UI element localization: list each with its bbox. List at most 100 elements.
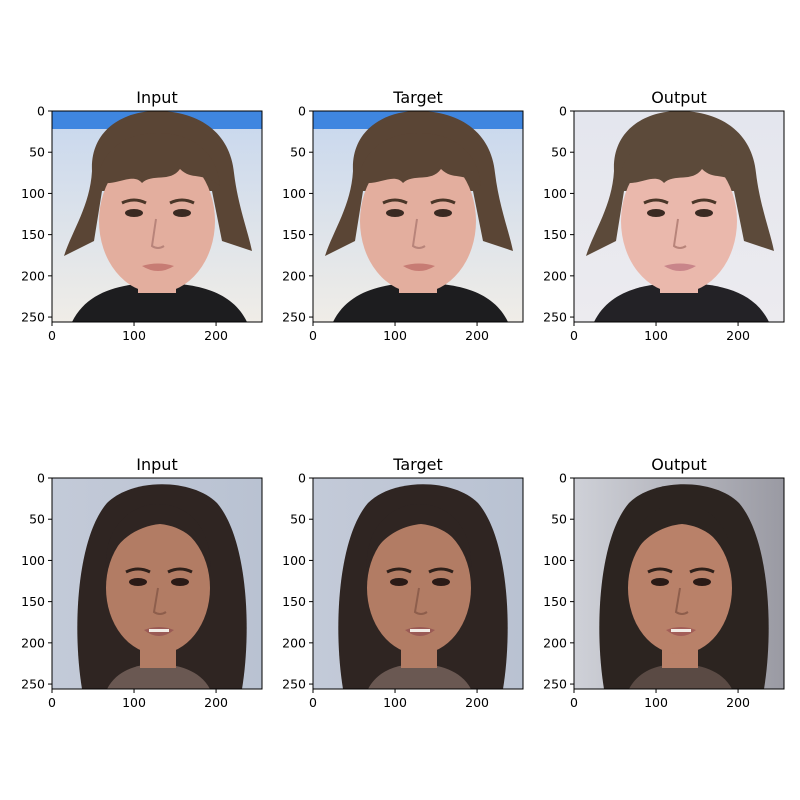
y-tick-label: 200 [543,268,567,283]
x-tick-label: 200 [465,328,489,343]
y-tick-label: 200 [282,268,306,283]
right-eyebrow [430,198,456,205]
x-tick-label: 200 [204,328,228,343]
x-tick-label: 200 [465,695,489,710]
portrait-image [52,111,262,322]
left-eyebrow [386,567,412,574]
y-tick-label: 50 [29,512,45,527]
nose [152,587,167,615]
left-eye [647,209,665,217]
y-tick-label: 150 [543,227,567,242]
subplot-title: Target [392,88,443,107]
hair-front [366,504,472,568]
left-eye [390,578,408,586]
portrait-image [574,111,784,322]
y-tick-label: 50 [290,145,306,160]
shirt [333,283,508,322]
y-tick-label: 150 [21,594,45,609]
left-eyebrow [643,198,669,205]
x-tick-label: 0 [48,328,56,343]
right-eyebrow [169,198,195,205]
y-tick-label: 200 [282,635,306,650]
axes-frame [51,477,263,690]
shirt [72,283,247,322]
hair-front [105,504,211,568]
y-tick-label: 100 [543,186,567,201]
left-eyebrow [647,567,673,574]
shirt [594,283,769,322]
y-tick-label: 150 [282,594,306,609]
x-tick-label: 0 [309,695,317,710]
left-eyebrow [382,198,408,205]
right-eye [171,578,189,586]
y-tick-label: 200 [543,635,567,650]
teeth [671,629,691,632]
y-tick-label: 100 [543,553,567,568]
y-tick-label: 250 [21,677,45,692]
x-tick-label: 0 [570,328,578,343]
right-eyebrow [689,567,715,574]
fringe [358,133,481,186]
subplot-input: Input 0 100 200 0 50 100 150 200 250 [21,88,263,343]
right-eyebrow [691,198,717,205]
x-tick-label: 0 [309,328,317,343]
fringe [619,133,742,186]
x-tick-label: 100 [383,328,407,343]
subplot-title: Input [136,455,177,474]
y-tick-label: 0 [559,471,567,486]
right-eye [432,578,450,586]
subplot-title: Output [651,88,707,107]
teeth [410,629,430,632]
x-tick-label: 0 [570,695,578,710]
portrait-image [313,111,523,322]
subplot-title: Input [136,88,177,107]
y-tick-label: 150 [543,594,567,609]
left-eye [125,209,143,217]
right-eye [695,209,713,217]
y-tick-label: 150 [21,227,45,242]
subplot-target: Target 0 100 200 0 50 100 150 200 250 [282,455,524,710]
y-tick-label: 0 [559,104,567,119]
axes-frame [312,110,524,323]
nose [672,218,687,249]
y-tick-label: 250 [543,310,567,325]
x-tick-label: 100 [383,695,407,710]
portrait-image [313,478,523,689]
right-eyebrow [428,567,454,574]
subplot-input: Input 0 100 200 0 50 100 150 200 250 [21,455,263,710]
face [621,149,737,293]
portrait-image [52,478,262,689]
y-tick-label: 200 [21,635,45,650]
x-tick-label: 100 [644,328,668,343]
mouth [142,263,174,271]
x-tick-label: 0 [48,695,56,710]
hair-front [627,504,733,568]
mouth [403,263,435,271]
right-eye [434,209,452,217]
subplot-title: Target [392,455,443,474]
y-tick-label: 250 [543,677,567,692]
top [368,664,471,689]
nose [674,587,689,615]
teeth [149,629,169,632]
mouth [664,263,696,271]
y-tick-label: 250 [21,310,45,325]
portrait-image [574,478,784,689]
y-tick-label: 0 [37,104,45,119]
subplot-target: Target 0 100 200 0 50 100 150 200 250 [282,88,524,343]
y-tick-label: 200 [21,268,45,283]
y-tick-label: 100 [21,553,45,568]
y-tick-label: 0 [298,104,306,119]
left-eyebrow [121,198,147,205]
top [107,664,210,689]
y-tick-label: 100 [282,553,306,568]
x-tick-label: 100 [644,695,668,710]
y-tick-label: 250 [282,677,306,692]
y-tick-label: 50 [290,512,306,527]
axes-frame [51,110,263,323]
axes-frame [312,477,524,690]
x-tick-label: 100 [122,695,146,710]
right-eyebrow [167,567,193,574]
left-eye [386,209,404,217]
